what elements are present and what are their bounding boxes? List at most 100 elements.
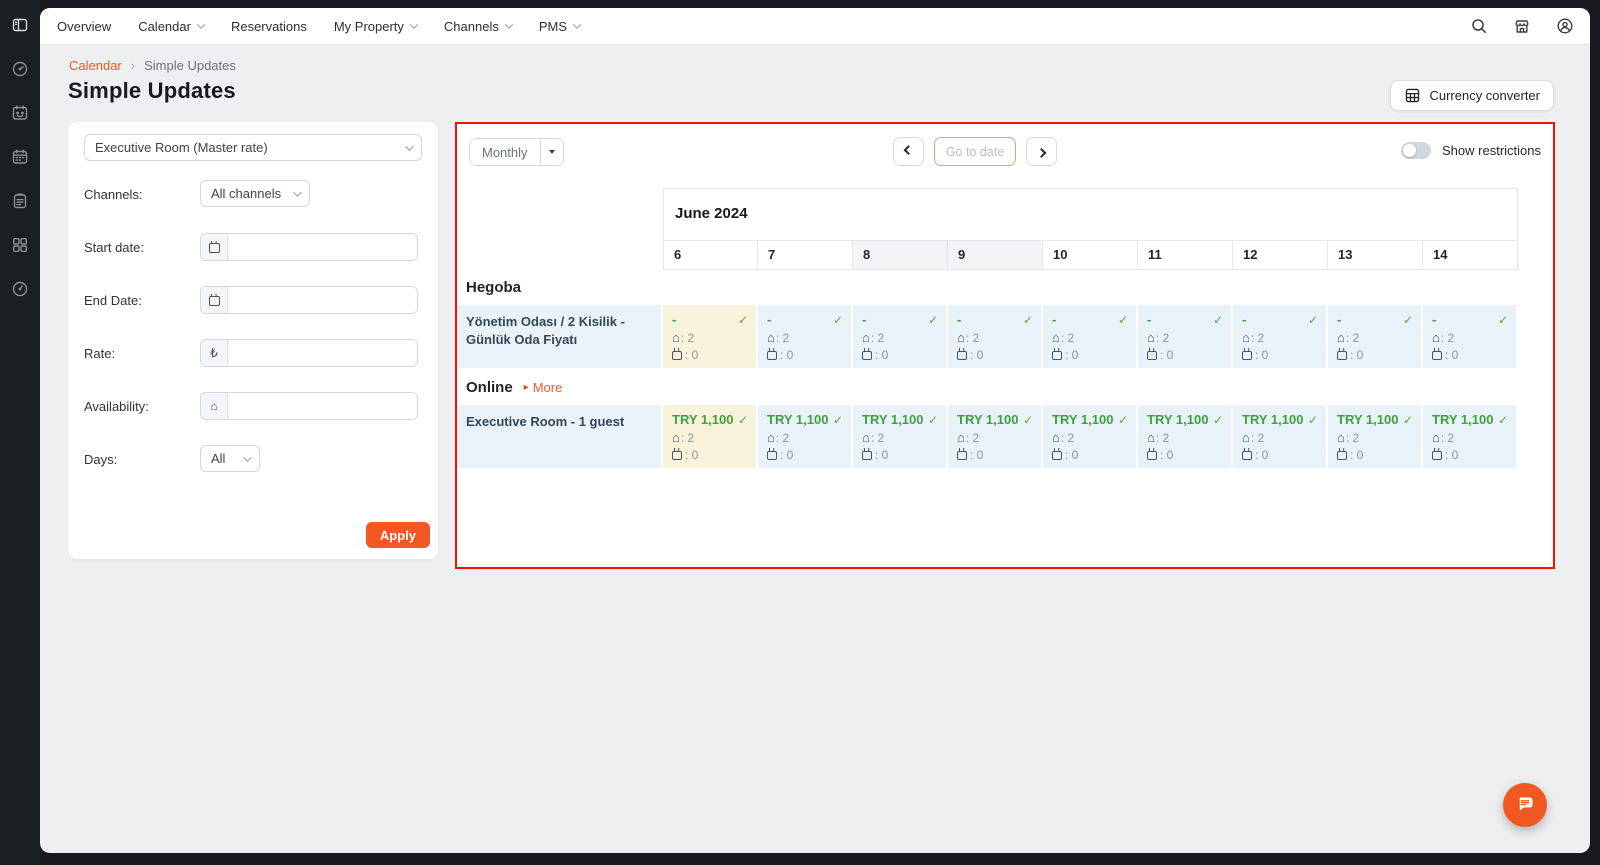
- day-cell[interactable]: - ✓ ⌂ : 2 : 0: [1233, 305, 1326, 368]
- cell-booked: : 0: [1242, 347, 1318, 362]
- availability-value: : 2: [1060, 330, 1075, 345]
- room-rate-select[interactable]: Executive Room (Master rate): [84, 134, 422, 161]
- cell-price: TRY 1,100: [767, 412, 829, 427]
- cell-booked: : 0: [1337, 347, 1413, 362]
- day-cell[interactable]: TRY 1,100 ✓ ⌂ : 2 : 0: [758, 405, 851, 468]
- dashboard-icon[interactable]: [0, 52, 40, 86]
- check-icon: ✓: [1022, 312, 1033, 327]
- view-mode-select[interactable]: Monthly: [469, 138, 564, 166]
- nav-item-my-property[interactable]: My Property: [334, 19, 419, 34]
- day-cell[interactable]: - ✓ ⌂ : 2 : 0: [853, 305, 946, 368]
- section-header-online: Online ▸ More: [457, 370, 1553, 405]
- home-icon: ⌂: [1432, 330, 1440, 345]
- nav-item-reservations[interactable]: Reservations: [231, 19, 307, 34]
- cell-price: TRY 1,100: [1147, 412, 1209, 427]
- collapse-panel-icon[interactable]: [0, 8, 40, 42]
- booked-value: : 0: [875, 347, 889, 362]
- calendar-grid-icon[interactable]: [0, 140, 40, 174]
- day-cell[interactable]: TRY 1,100 ✓ ⌂ : 2 : 0: [1043, 405, 1136, 468]
- cell-booked: : 0: [1147, 447, 1223, 462]
- nav-item-label: PMS: [538, 18, 568, 34]
- cell-price: -: [1337, 312, 1342, 327]
- end-date-input[interactable]: [228, 287, 417, 313]
- availability-value: : 2: [870, 430, 885, 445]
- day-cell[interactable]: - ✓ ⌂ : 2 : 0: [1328, 305, 1421, 368]
- day-cell[interactable]: TRY 1,100 ✓ ⌂ : 2 : 0: [1423, 405, 1516, 468]
- cell-booked: : 0: [957, 347, 1033, 362]
- day-cell[interactable]: TRY 1,100 ✓ ⌂ : 2 : 0: [1138, 405, 1231, 468]
- cell-booked: : 0: [1432, 447, 1508, 462]
- currency-converter-button[interactable]: Currency converter: [1390, 80, 1554, 111]
- booked-value: : 0: [1445, 447, 1459, 462]
- nav-item-calendar[interactable]: Calendar: [138, 18, 206, 34]
- period-navigation: [893, 137, 1057, 166]
- reports-clipboard-icon[interactable]: [0, 184, 40, 218]
- day-cell[interactable]: - ✓ ⌂ : 2 : 0: [663, 305, 756, 368]
- chevron-down-icon: [196, 20, 206, 29]
- go-to-date-input[interactable]: [934, 137, 1016, 166]
- day-cell[interactable]: - ✓ ⌂ : 2 : 0: [1423, 305, 1516, 368]
- calendar-icon: [1337, 348, 1347, 360]
- more-link[interactable]: ▸ More: [524, 380, 563, 395]
- cell-availability: ⌂ : 2: [1147, 330, 1223, 345]
- next-period-button[interactable]: [1026, 137, 1057, 166]
- rates-grid: June 2024 6 7 8 9 10 11 12 13 14 Hegoba Yönetim O…: [457, 188, 1553, 470]
- channels-select[interactable]: All channels: [200, 180, 310, 207]
- section-header-hegoba: Hegoba: [457, 270, 1553, 305]
- day-cell[interactable]: TRY 1,100 ✓ ⌂ : 2 : 0: [948, 405, 1041, 468]
- chat-button[interactable]: [1503, 783, 1547, 827]
- day-cell[interactable]: - ✓ ⌂ : 2 : 0: [1138, 305, 1231, 368]
- account-icon[interactable]: [1556, 17, 1574, 35]
- cell-top-line: TRY 1,100 ✓: [957, 411, 1033, 428]
- availability-value: : 2: [1345, 330, 1360, 345]
- day-cell[interactable]: TRY 1,100 ✓ ⌂ : 2 : 0: [1328, 405, 1421, 468]
- search-icon[interactable]: [1470, 17, 1488, 35]
- show-restrictions-toggle[interactable]: [1401, 142, 1432, 159]
- nav-items: Overview Calendar Reservations My Property C…: [57, 18, 582, 34]
- calendar-icon: [767, 348, 777, 360]
- rate-row-label: Executive Room - 1 guest: [457, 405, 661, 468]
- day-cell[interactable]: - ✓ ⌂ : 2 : 0: [1043, 305, 1136, 368]
- day-cell[interactable]: - ✓ ⌂ : 2 : 0: [758, 305, 851, 368]
- restrictions-control: Show restrictions: [1401, 142, 1541, 159]
- day-cell[interactable]: TRY 1,100 ✓ ⌂ : 2 : 0: [663, 405, 756, 468]
- performance-gauge-icon[interactable]: [0, 272, 40, 306]
- nav-item-pms[interactable]: PMS: [538, 18, 582, 34]
- booked-value: : 0: [685, 447, 699, 462]
- cell-top-line: TRY 1,100 ✓: [1242, 411, 1318, 428]
- breadcrumb-calendar-link[interactable]: Calendar: [69, 58, 122, 73]
- top-nav: Overview Calendar Reservations My Property C…: [40, 8, 1590, 45]
- bookings-calendar-icon[interactable]: [0, 96, 40, 130]
- marketplace-icon[interactable]: [1513, 17, 1531, 35]
- calendar-icon: [1432, 448, 1442, 460]
- booked-value: : 0: [970, 347, 984, 362]
- prev-period-button[interactable]: [893, 137, 924, 166]
- availability-input[interactable]: [228, 393, 417, 419]
- cell-booked: : 0: [1052, 347, 1128, 362]
- day-cell[interactable]: TRY 1,100 ✓ ⌂ : 2 : 0: [853, 405, 946, 468]
- check-icon: ✓: [1117, 412, 1128, 427]
- availability-value: : 2: [1345, 430, 1360, 445]
- nav-item-label: Overview: [57, 18, 112, 34]
- days-select[interactable]: All: [200, 445, 260, 472]
- nav-item-overview[interactable]: Overview: [57, 19, 111, 34]
- cell-price: -: [1147, 312, 1152, 327]
- view-mode-value: Monthly: [482, 144, 528, 160]
- nav-item-channels[interactable]: Channels: [444, 19, 514, 34]
- check-icon: ✓: [1497, 412, 1508, 427]
- view-mode-caret[interactable]: [539, 139, 563, 165]
- availability-value: : 2: [1440, 430, 1455, 445]
- start-date-field: [200, 233, 418, 261]
- nav-item-label: Calendar: [138, 18, 191, 34]
- chevron-down-icon: [548, 150, 555, 154]
- rate-input[interactable]: [228, 340, 417, 366]
- day-cell[interactable]: TRY 1,100 ✓ ⌂ : 2 : 0: [1233, 405, 1326, 468]
- cell-top-line: TRY 1,100 ✓: [1432, 411, 1508, 428]
- apply-button[interactable]: Apply: [365, 522, 430, 548]
- day-cell[interactable]: - ✓ ⌂ : 2 : 0: [948, 305, 1041, 368]
- cell-price: TRY 1,100: [1432, 412, 1494, 427]
- booked-value: : 0: [780, 447, 794, 462]
- month-header-row: June 2024: [457, 188, 1553, 240]
- start-date-input[interactable]: [228, 234, 417, 260]
- integrations-modules-icon[interactable]: [0, 228, 40, 262]
